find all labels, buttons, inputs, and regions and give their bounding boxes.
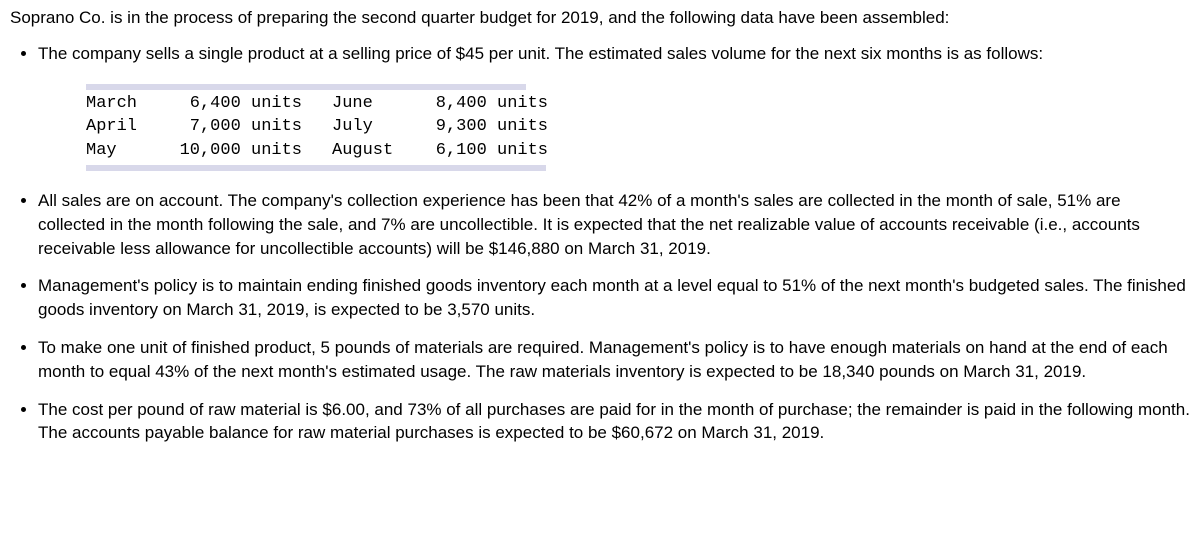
cell-units: 6,100 units [418, 139, 578, 163]
cell-units: 10,000 units [172, 139, 332, 163]
bullet-raw-material-cost: The cost per pound of raw material is $6… [38, 398, 1190, 446]
bullet-finished-goods: Management's policy is to maintain endin… [38, 274, 1190, 322]
intro-text: Soprano Co. is in the process of prepari… [10, 6, 1190, 30]
main-list: The company sells a single product at a … [10, 42, 1190, 445]
cell-units: 8,400 units [418, 92, 578, 116]
cell-units: 7,000 units [172, 115, 332, 139]
cell-units: 6,400 units [172, 92, 332, 116]
sales-table-wrap: March 6,400 units June 8,400 units April… [86, 84, 1190, 171]
table-bottom-bar [86, 165, 546, 171]
table-row: May 10,000 units August 6,100 units [86, 139, 578, 163]
table-top-bar [86, 84, 526, 90]
cell-month: June [332, 92, 418, 116]
bullet-selling-price: The company sells a single product at a … [38, 42, 1190, 171]
table-row: March 6,400 units June 8,400 units [86, 92, 578, 116]
cell-month: August [332, 139, 418, 163]
table-row: April 7,000 units July 9,300 units [86, 115, 578, 139]
bullet-text: The company sells a single product at a … [38, 44, 1043, 63]
cell-units: 9,300 units [418, 115, 578, 139]
bullet-materials: To make one unit of finished product, 5 … [38, 336, 1190, 384]
cell-month: May [86, 139, 172, 163]
cell-month: July [332, 115, 418, 139]
cell-month: March [86, 92, 172, 116]
cell-month: April [86, 115, 172, 139]
sales-volume-table: March 6,400 units June 8,400 units April… [86, 92, 578, 163]
bullet-collections: All sales are on account. The company's … [38, 189, 1190, 260]
